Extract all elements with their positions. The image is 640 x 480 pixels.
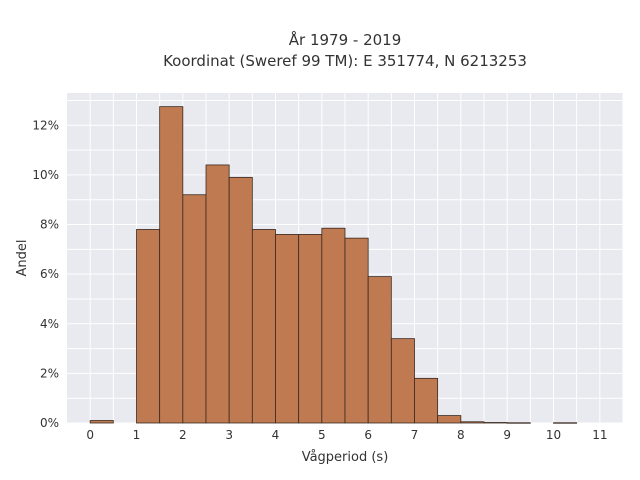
histogram-bar	[159, 106, 184, 424]
histogram-bar	[275, 234, 300, 424]
x-tick-label: 0	[86, 428, 94, 442]
chart-subtitle: Koordinat (Sweref 99 TM): E 351774, N 62…	[163, 52, 527, 70]
histogram-bar	[298, 234, 323, 424]
y-tick-label: 4%	[40, 317, 59, 331]
x-tick-label: 4	[272, 428, 280, 442]
y-tick-label: 10%	[32, 168, 59, 182]
histogram-bar	[182, 194, 207, 424]
histogram-bar	[205, 164, 230, 424]
histogram-bar	[251, 229, 276, 424]
histogram-bar	[414, 377, 439, 424]
x-tick-label: 7	[411, 428, 419, 442]
x-tick-label: 3	[225, 428, 233, 442]
x-axis-label: Vågperiod (s)	[302, 450, 389, 465]
x-tick-labels: 0 1 2 3 4 5 6 7 8 9 10 11	[86, 428, 607, 442]
histogram-bar	[553, 422, 578, 424]
histogram-bar	[483, 422, 508, 424]
histogram-bar	[321, 227, 346, 424]
histogram-bar	[367, 276, 392, 424]
x-tick-label: 9	[503, 428, 511, 442]
bars	[89, 106, 578, 424]
x-tick-label: 6	[364, 428, 372, 442]
y-tick-label: 0%	[40, 416, 59, 430]
histogram-bar	[136, 229, 161, 424]
histogram-bar	[344, 237, 369, 424]
y-tick-label: 12%	[32, 118, 59, 132]
x-tick-label: 10	[546, 428, 561, 442]
y-tick-labels: 0% 2% 4% 6% 8% 10% 12%	[32, 118, 59, 430]
chart-title: År 1979 - 2019	[289, 30, 402, 49]
histogram-bar	[460, 421, 485, 424]
y-tick-label: 2%	[40, 366, 59, 380]
x-tick-label: 1	[133, 428, 141, 442]
histogram-bar	[228, 176, 253, 424]
x-tick-label: 5	[318, 428, 326, 442]
y-tick-label: 8%	[40, 218, 59, 232]
histogram-bar	[390, 338, 415, 424]
x-tick-label: 11	[592, 428, 607, 442]
histogram-bar	[506, 422, 531, 424]
histogram-bar	[89, 420, 114, 424]
y-axis-label: Andel	[15, 240, 30, 277]
y-tick-label: 6%	[40, 267, 59, 281]
x-tick-label: 8	[457, 428, 465, 442]
x-tick-label: 2	[179, 428, 187, 442]
histogram-bar	[437, 415, 462, 424]
